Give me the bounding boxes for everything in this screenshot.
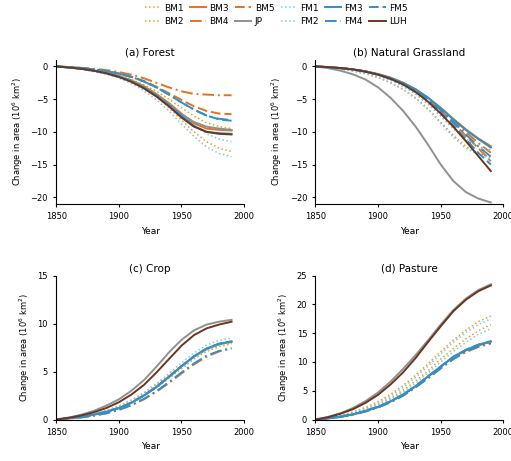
Title: (b) Natural Grassland: (b) Natural Grassland: [353, 48, 466, 58]
X-axis label: Year: Year: [141, 443, 159, 451]
Y-axis label: Change in area ($10^6$ km$^2$): Change in area ($10^6$ km$^2$): [270, 77, 284, 186]
Y-axis label: Change in area ($10^6$ km$^2$): Change in area ($10^6$ km$^2$): [17, 293, 32, 402]
Title: (d) Pasture: (d) Pasture: [381, 264, 438, 273]
Y-axis label: Change in area ($10^6$ km$^2$): Change in area ($10^6$ km$^2$): [276, 293, 291, 402]
X-axis label: Year: Year: [400, 443, 419, 451]
Title: (c) Crop: (c) Crop: [129, 264, 171, 273]
Y-axis label: Change in area ($10^6$ km$^2$): Change in area ($10^6$ km$^2$): [10, 77, 25, 186]
Legend: BM1, BM2, BM3, BM4, BM5, JP, FM1, FM2, FM3, FM4, FM5, LUH: BM1, BM2, BM3, BM4, BM5, JP, FM1, FM2, F…: [141, 0, 411, 30]
X-axis label: Year: Year: [400, 227, 419, 236]
X-axis label: Year: Year: [141, 227, 159, 236]
Title: (a) Forest: (a) Forest: [125, 48, 175, 58]
